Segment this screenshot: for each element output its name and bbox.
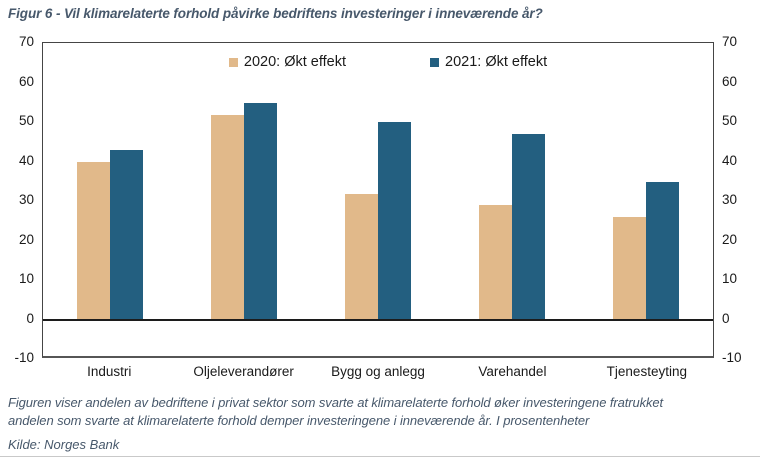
bar-group-industri — [43, 43, 177, 320]
y-tick-label: 10 — [722, 271, 738, 286]
bar-group-tjenesteyting — [579, 43, 713, 320]
y-axis-right: 70 60 50 40 30 20 10 0 -10 — [722, 34, 758, 365]
y-tick-label: 10 — [18, 271, 34, 286]
category-label-varehandel: Varehandel — [478, 364, 547, 379]
y-tick-label: 50 — [18, 113, 34, 128]
footnote: Figuren viser andelen av bedriftene i pr… — [8, 394, 756, 430]
legend: 2020: Økt effekt 2021: Økt effekt — [53, 54, 723, 70]
bar-2021-oljeleverand-rer — [244, 103, 277, 320]
y-tick-label: 0 — [26, 311, 34, 326]
y-tick-label: 50 — [722, 113, 738, 128]
legend-swatch-2021-kt-effekt — [430, 57, 439, 67]
bar-2020-oljeleverand-rer — [211, 115, 244, 320]
legend-item-2020-kt-effekt: 2020: Økt effekt — [228, 54, 346, 70]
bar-group-oljeleverand-rer — [177, 43, 311, 320]
y-axis-left: 70 60 50 40 30 20 10 0 -10 — [0, 34, 34, 365]
category-label-industri: Industri — [87, 364, 132, 379]
y-tick-label: -10 — [722, 350, 742, 365]
x-axis: Industri Oljeleverandører Bygg og anlegg Va… — [42, 364, 714, 379]
bar-2021-industri — [110, 150, 143, 320]
legend-label: 2020: Økt effekt — [243, 54, 346, 70]
bottom-divider — [0, 456, 760, 457]
bar-2020-varehandel — [479, 205, 512, 320]
footnote-line-2: andelen som svarte at klimarelaterte for… — [8, 413, 590, 428]
bars-layer — [43, 43, 713, 320]
zero-line — [43, 319, 713, 321]
category-label-tjenesteyting: Tjenesteyting — [606, 364, 687, 379]
legend-label: 2021: Økt effekt — [445, 54, 548, 70]
y-tick-label: 40 — [18, 153, 34, 168]
bar-2021-bygg-og-anlegg — [378, 122, 411, 320]
bar-2020-industri — [77, 162, 110, 320]
legend-swatch-2020-kt-effekt — [228, 57, 238, 67]
y-tick-label: -10 — [14, 350, 34, 365]
y-tick-label: 70 — [18, 34, 34, 49]
category-label-bygg-og-anlegg: Bygg og anlegg — [331, 364, 425, 379]
y-tick-label: 40 — [722, 153, 738, 168]
footnote-line-1: Figuren viser andelen av bedriftene i pr… — [8, 395, 664, 410]
figure-title: Figur 6 - Vil klimarelaterte forhold påv… — [8, 6, 543, 21]
bar-group-bygg-og-anlegg — [311, 43, 445, 320]
bar-2020-bygg-og-anlegg — [345, 194, 378, 320]
legend-item-2021-kt-effekt: 2021: Økt effekt — [430, 54, 547, 70]
source-label: Kilde: Norges Bank — [8, 437, 120, 452]
y-tick-label: 70 — [722, 34, 738, 49]
y-tick-label: 30 — [722, 192, 738, 207]
category-label-oljeleverand-rer: Oljeleverandører — [193, 364, 294, 379]
bar-2021-varehandel — [512, 134, 545, 320]
bar-group-varehandel — [445, 43, 579, 320]
y-tick-label: 20 — [18, 232, 34, 247]
y-tick-label: 20 — [722, 232, 738, 247]
y-tick-label: 30 — [18, 192, 34, 207]
bar-2020-tjenesteyting — [613, 217, 646, 320]
y-tick-label: 0 — [722, 311, 730, 326]
y-tick-label: 60 — [18, 74, 34, 89]
y-tick-label: 60 — [722, 74, 738, 89]
bar-chart-plot-area: 2020: Økt effekt 2021: Økt effekt — [42, 42, 714, 358]
bar-2021-tjenesteyting — [646, 182, 679, 320]
